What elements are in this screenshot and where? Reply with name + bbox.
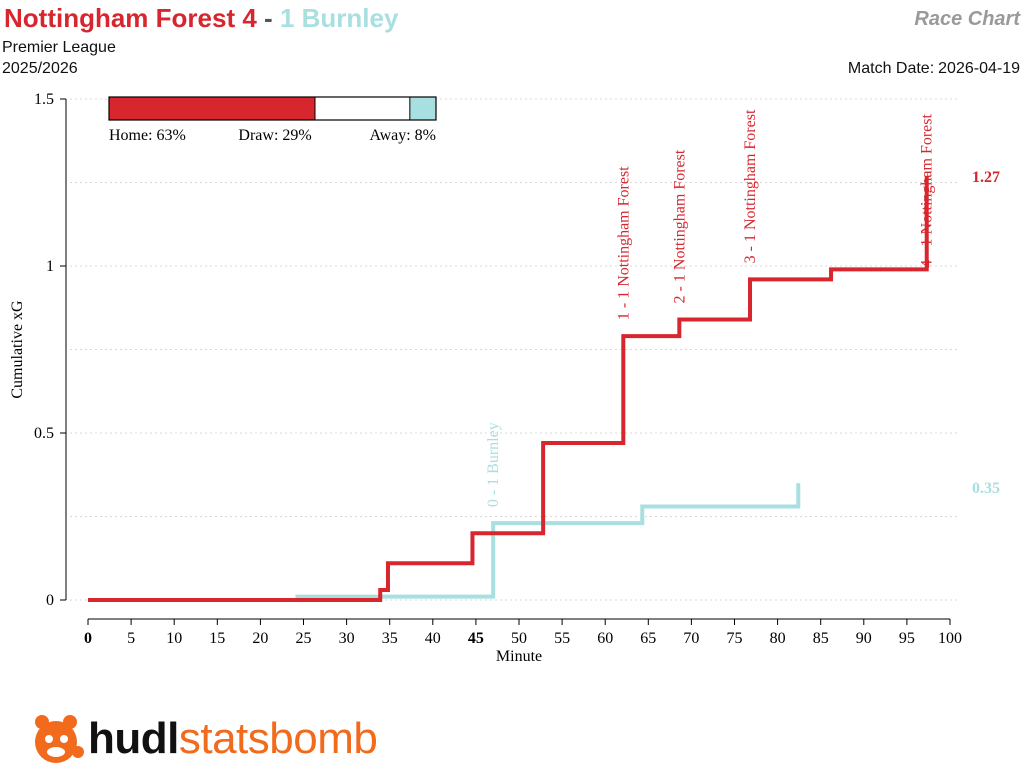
- season-label: 2025/2026: [2, 60, 78, 77]
- match-title: Nottingham Forest 4 - 1 Burnley: [4, 3, 398, 34]
- goal-annotation: 4 - 1 Nottingham Forest: [919, 113, 936, 267]
- away-final-xg-label: 0.35: [972, 480, 1000, 497]
- x-tick-label: 80: [770, 630, 786, 647]
- x-tick-label: 20: [252, 630, 268, 647]
- x-tick-label: 90: [856, 630, 872, 647]
- away-probability-segment: [409, 97, 436, 120]
- goal-annotation: 0 - 1 Burnley: [485, 422, 502, 507]
- x-axis-label: Minute: [496, 648, 542, 665]
- x-tick-label: 70: [683, 630, 699, 647]
- chart-type-label: Race Chart: [914, 8, 1020, 30]
- x-tick-label: 25: [296, 630, 312, 647]
- home-probability-label: Home: 63%: [109, 127, 186, 144]
- x-tick-label: 15: [209, 630, 225, 647]
- hudl-statsbomb-logo: hudlstatsbomb: [34, 712, 414, 768]
- home-final-xg-label: 1.27: [972, 169, 1000, 186]
- logo-text-hudl: hudl: [88, 714, 179, 763]
- draw-probability-segment: [315, 97, 410, 120]
- y-axis-label: Cumulative xG: [9, 300, 26, 399]
- x-tick-label: 0: [84, 630, 92, 647]
- x-tick-label: 65: [640, 630, 656, 647]
- x-tick-label: 30: [339, 630, 355, 647]
- goal-annotation: 2 - 1 Nottingham Forest: [671, 149, 688, 303]
- home-probability-segment: [109, 97, 316, 120]
- logo-text-statsbomb: statsbomb: [178, 714, 378, 763]
- chart-header: Nottingham Forest 4 - 1 Burnley Race Cha…: [0, 0, 1024, 86]
- x-tick-label: 45: [468, 630, 484, 647]
- score-separator: -: [264, 3, 273, 33]
- x-tick-label: 50: [511, 630, 527, 647]
- match-date-value: 2026-04-19: [938, 60, 1020, 77]
- outcome-probability-bar: Home: 63% Draw: 29% Away: 8%: [108, 96, 437, 144]
- home-xg-line: [88, 175, 929, 602]
- x-tick-label: 5: [127, 630, 135, 647]
- statsbomb-bulldog-icon: [35, 715, 84, 763]
- away-xg-line: [88, 483, 801, 602]
- x-tick-label: 35: [382, 630, 398, 647]
- goal-annotation: 3 - 1 Nottingham Forest: [742, 109, 759, 263]
- draw-probability-label: Draw: 29%: [238, 127, 311, 144]
- x-tick-label: 75: [727, 630, 743, 647]
- match-date: Match Date: 2026-04-19: [844, 60, 1020, 78]
- y-tick-label: 0.5: [34, 425, 54, 442]
- x-tick-label: 60: [597, 630, 613, 647]
- probability-bar-border: [108, 96, 437, 121]
- away-team-score: 1 Burnley: [279, 3, 399, 33]
- x-tick-label: 85: [813, 630, 829, 647]
- x-tick-label: 95: [899, 630, 915, 647]
- logo-wordmark: hudlstatsbomb: [88, 714, 378, 764]
- x-tick-label: 55: [554, 630, 570, 647]
- x-tick-label: 100: [938, 630, 962, 647]
- away-probability-label: Away: 8%: [369, 127, 436, 144]
- y-tick-label: 0: [46, 592, 54, 609]
- x-tick-label: 10: [166, 630, 182, 647]
- y-tick-label: 1.5: [34, 91, 54, 108]
- goal-annotation: 1 - 1 Nottingham Forest: [615, 166, 632, 320]
- match-date-label: Match Date:: [847, 60, 935, 77]
- competition-name: Premier League: [2, 39, 116, 56]
- x-tick-label: 40: [425, 630, 441, 647]
- home-team-score: Nottingham Forest 4: [4, 3, 257, 33]
- race-chart: 0 0.5 1 1.5 Cumulative xG 0 5 10 15 20 25 30 35 40 45 5…: [9, 91, 1000, 665]
- y-tick-label: 1: [46, 258, 54, 275]
